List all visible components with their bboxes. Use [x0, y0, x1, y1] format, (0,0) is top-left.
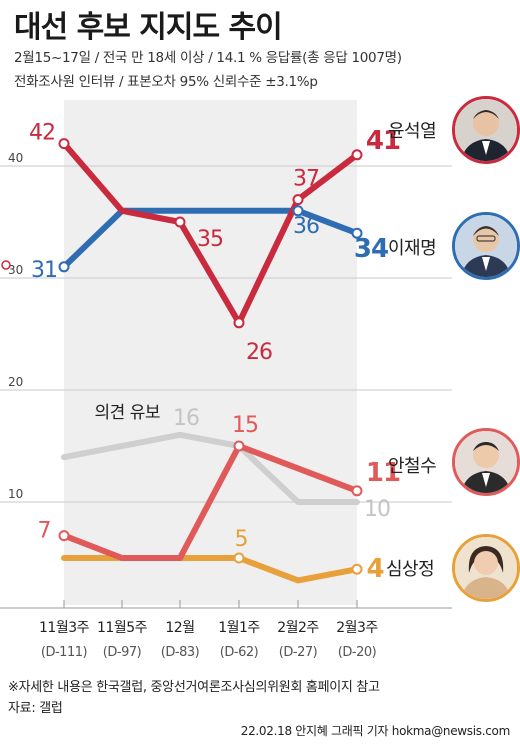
data-point-lee — [58, 261, 70, 273]
legend-label-lee: 이재명 — [388, 238, 436, 259]
subtitle-method: 전화조사원 인터뷰 / 표본오차 95% 신뢰수준 ±3.1%p — [14, 74, 318, 90]
data-label-lee: 31 — [31, 258, 57, 283]
data-point-ahn — [233, 440, 245, 452]
page-title: 대선 후보 지지도 추이 — [14, 10, 283, 45]
data-label-lee: 36 — [293, 214, 319, 239]
data-point-sim — [233, 552, 245, 564]
y-tick-label: 10 — [8, 487, 23, 501]
footer-credit: 22.02.18 안지혜 그래픽 기자 hokma@newsis.com — [240, 724, 511, 738]
subtitle-survey: 2월15~17일 / 전국 만 18세 이상 / 14.1 % 응답률(총 응답… — [14, 50, 402, 66]
person-icon — [455, 537, 517, 599]
legend-label-yoon: 윤석열 — [388, 121, 436, 142]
x-tick-label: 1월1주 — [218, 620, 260, 636]
legend-label-undecided: 의견 유보 — [95, 403, 160, 423]
data-label-yoon: 42 — [29, 121, 55, 146]
x-tick-sublabel: (D-62) — [220, 645, 258, 660]
avatar-ahn — [452, 428, 520, 496]
data-label-lee: 34 — [354, 234, 388, 264]
data-label-sim: 4 — [366, 554, 383, 584]
legend-label-ahn: 안철수 — [388, 456, 436, 477]
y-tick-label: 20 — [8, 375, 23, 389]
data-point-yoon — [351, 149, 363, 161]
avatar-sim — [452, 534, 520, 602]
series-line-undecided — [61, 431, 360, 505]
x-tick-label: 11월5주 — [97, 620, 148, 636]
data-label-yoon: 35 — [197, 227, 223, 252]
data-point-ahn — [351, 485, 363, 497]
series-line-yoon — [61, 140, 360, 326]
y-tick-label: 30 — [8, 263, 23, 277]
axis-break-icon — [1, 260, 11, 270]
data-point-lee — [292, 205, 304, 217]
avatar-lee — [452, 212, 520, 280]
data-label-ahn: 7 — [38, 519, 51, 544]
x-tick-sublabel: (D-97) — [103, 645, 141, 660]
series-line-sim — [61, 555, 360, 584]
footer-note: ※자세한 내용은 한국갤럽, 중앙선거여론조사심의위원회 홈페이지 참고 — [8, 680, 380, 695]
data-point-sim — [351, 563, 363, 575]
person-icon — [455, 431, 517, 493]
data-label-ahn: 11 — [366, 458, 400, 488]
data-point-yoon — [58, 138, 70, 150]
data-point-yoon — [292, 194, 304, 206]
x-tick-sublabel: (D-83) — [161, 645, 199, 660]
data-label-sim: 5 — [235, 527, 248, 552]
x-tick-sublabel: (D-20) — [338, 645, 376, 660]
x-tick-sublabel: (D-27) — [279, 645, 317, 660]
data-point-lee — [351, 227, 363, 239]
x-tick-label: 2월2주 — [277, 620, 319, 636]
data-label-ahn: 15 — [232, 413, 258, 438]
x-tick-sublabel: (D-111) — [41, 645, 87, 660]
data-label-undecided: 10 — [364, 497, 390, 522]
data-label-yoon: 41 — [366, 126, 400, 156]
series-line-ahn — [61, 443, 360, 561]
legend-label-sim: 심상정 — [386, 559, 434, 580]
series-line-lee — [61, 207, 360, 270]
person-icon — [455, 99, 517, 161]
plot-band — [64, 100, 357, 605]
data-point-yoon — [174, 216, 186, 228]
data-label-undecided: 16 — [173, 406, 199, 431]
person-icon — [455, 215, 517, 277]
avatar-yoon — [452, 96, 520, 164]
data-label-yoon: 26 — [246, 340, 272, 365]
data-label-yoon: 37 — [293, 167, 319, 192]
data-point-ahn — [58, 530, 70, 542]
footer-source: 자료: 갤럽 — [8, 701, 63, 716]
x-tick-label: 11월3주 — [39, 620, 90, 636]
data-point-yoon — [233, 317, 245, 329]
y-tick-label: 40 — [8, 151, 23, 165]
x-tick-label: 2월3주 — [336, 620, 378, 636]
x-tick-label: 12월 — [165, 620, 194, 636]
